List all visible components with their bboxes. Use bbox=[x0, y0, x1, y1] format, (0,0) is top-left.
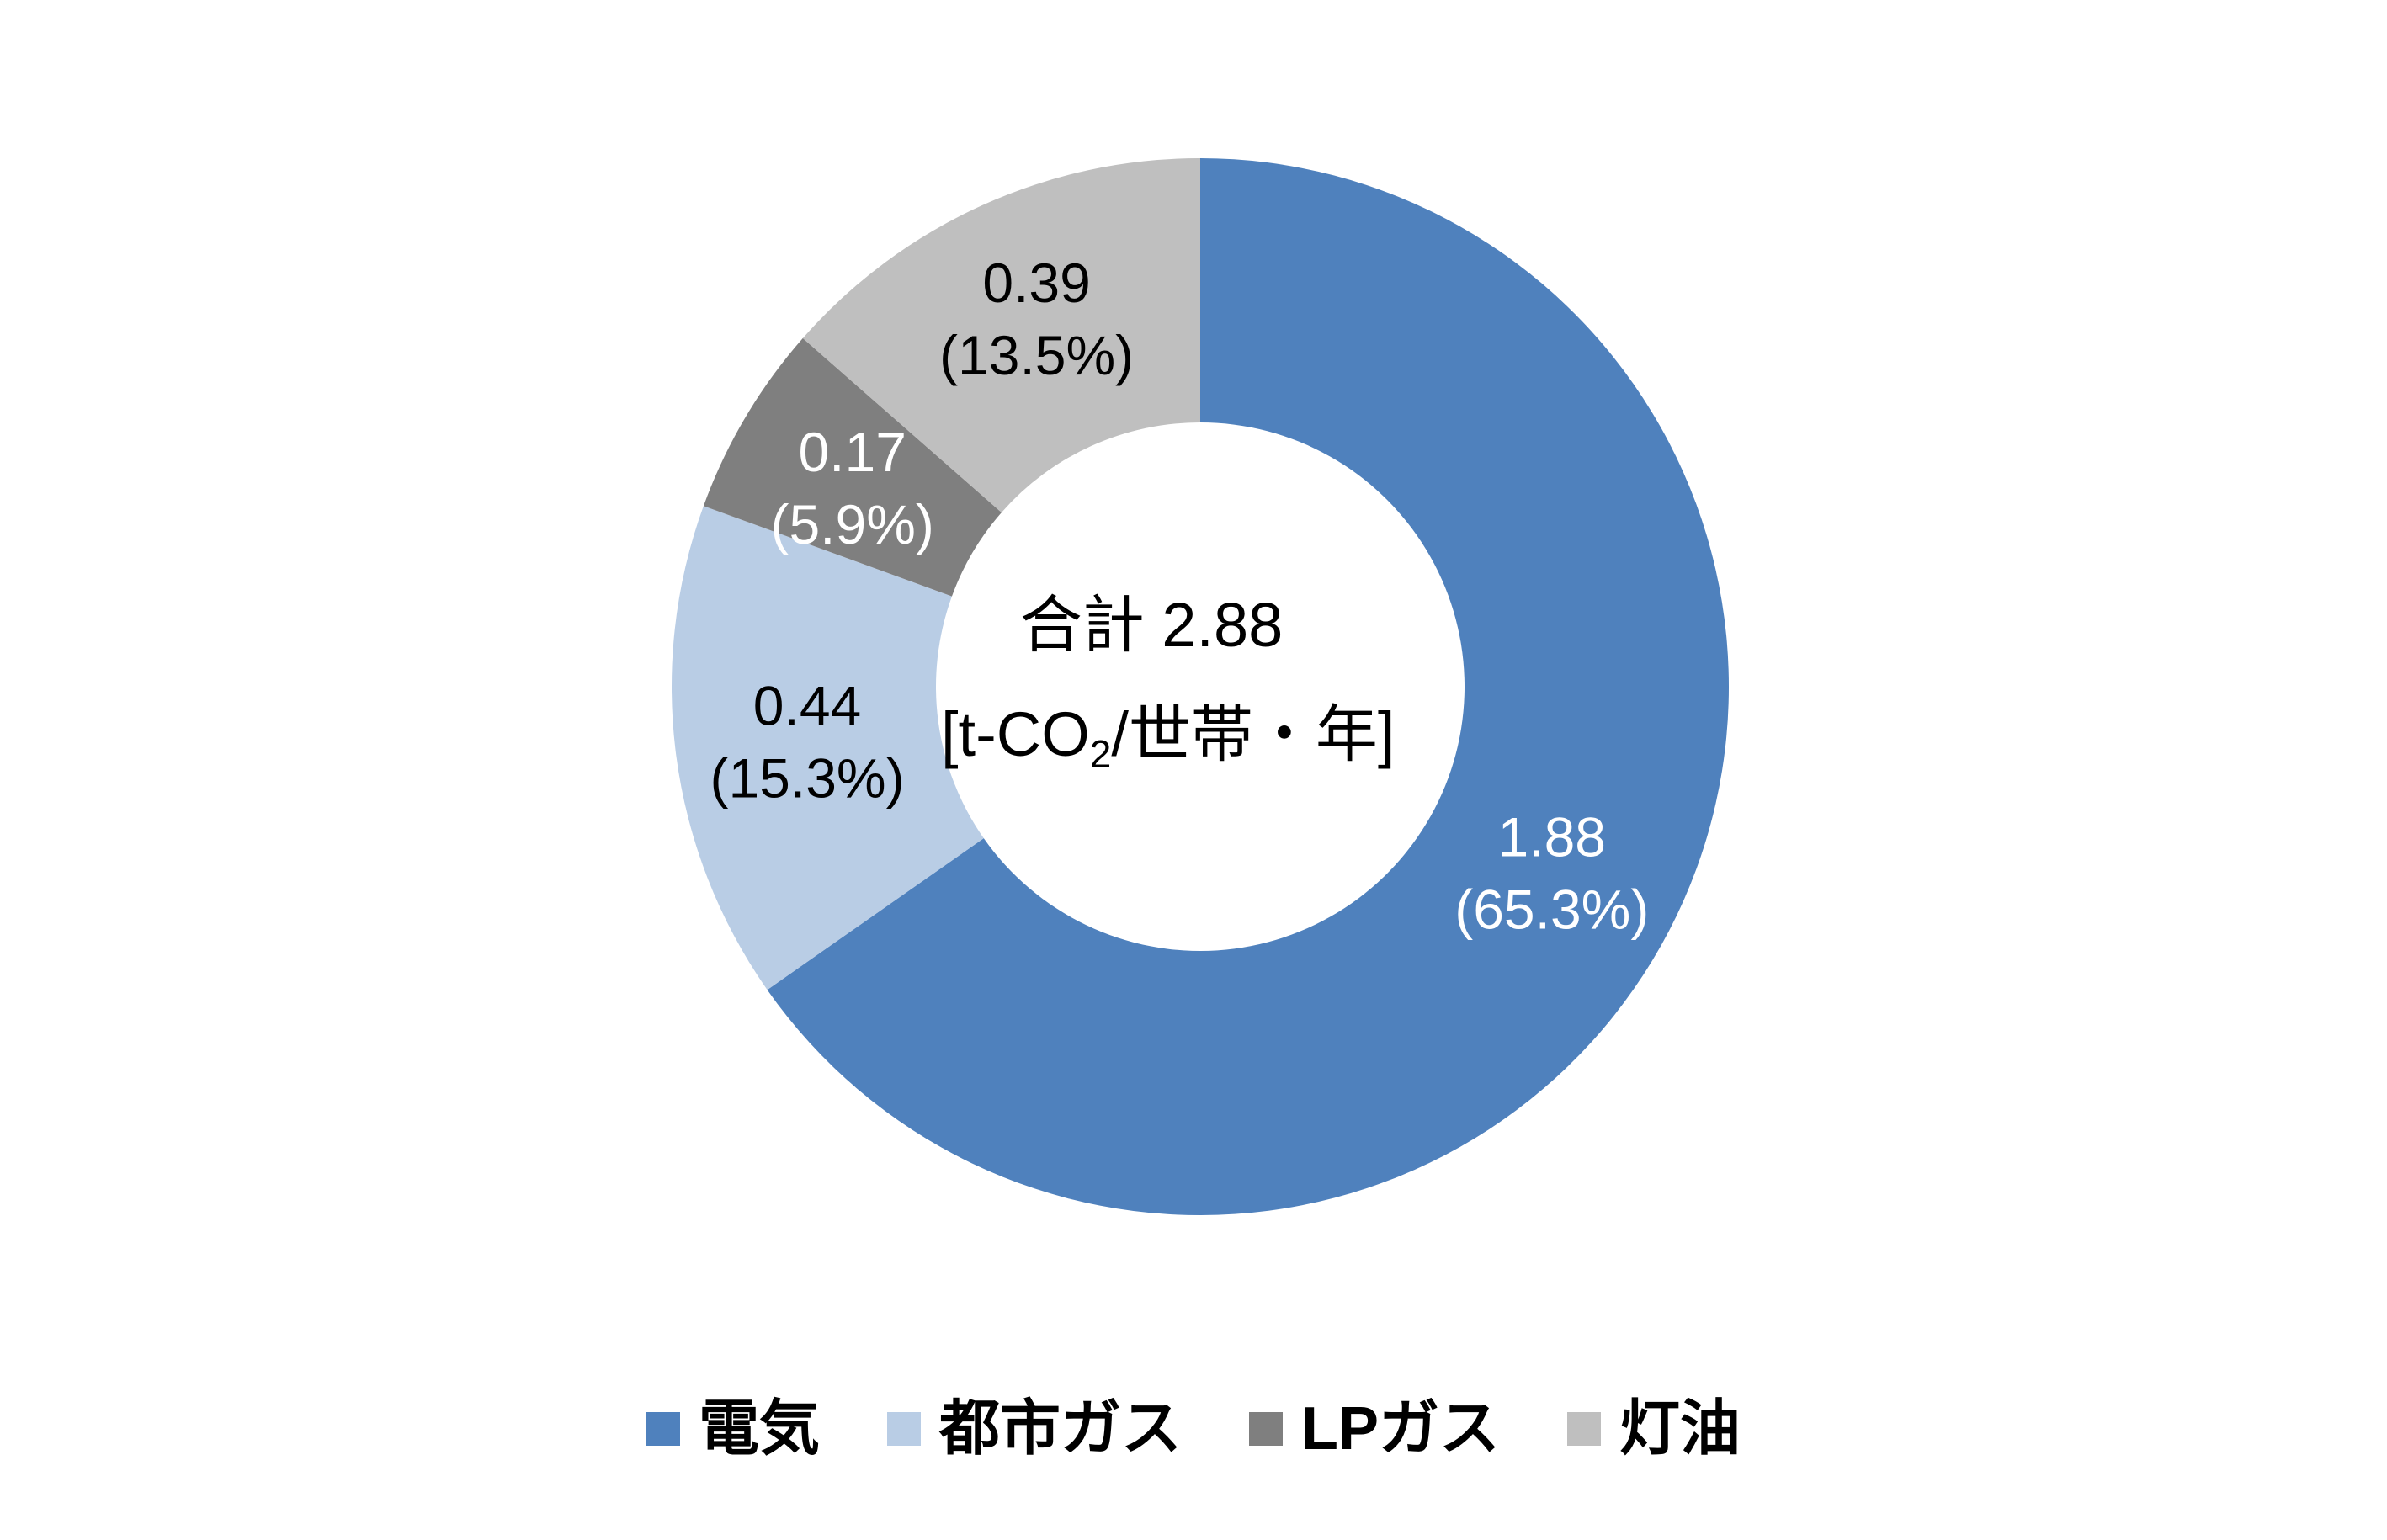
center-unit-suffix: /世帯・年] bbox=[1111, 699, 1396, 769]
center-unit-label: [t-CO2/世帯・年] bbox=[941, 704, 1395, 774]
data-label-percent-city-gas: (15.3%) bbox=[710, 746, 904, 809]
legend-swatch-lp-gas bbox=[1249, 1412, 1283, 1446]
donut-data-labels: 1.88 (65.3%) 0.44 (15.3%) 0.17 (5.9%) 0.39 (13.… bbox=[710, 252, 1649, 941]
legend-swatch-kerosene bbox=[1567, 1412, 1602, 1446]
data-label-percent-kerosene: (13.5%) bbox=[939, 324, 1134, 386]
data-label-value-lp-gas: 0.17 bbox=[798, 421, 906, 483]
center-total-label: 合計 2.88 bbox=[1019, 590, 1284, 660]
chart-legend: 電気 都市ガス LPガス 灯油 bbox=[0, 1399, 2387, 1459]
legend-swatch-electricity bbox=[646, 1412, 680, 1446]
data-label-percent-lp-gas: (5.9%) bbox=[770, 493, 933, 555]
data-label-value-city-gas: 0.44 bbox=[753, 674, 861, 736]
legend-label-electricity: 電気 bbox=[698, 1395, 820, 1463]
center-unit-subscript: 2 bbox=[1089, 732, 1112, 776]
legend-label-kerosene: 灯油 bbox=[1619, 1395, 1741, 1463]
donut-slice-lp-gas bbox=[703, 337, 1002, 597]
legend-label-lp-gas: LPガス bbox=[1301, 1395, 1501, 1463]
legend-item-electricity: 電気 bbox=[646, 1399, 820, 1459]
donut-slice-kerosene bbox=[802, 158, 1200, 512]
legend-item-kerosene: 灯油 bbox=[1567, 1399, 1741, 1459]
data-label-value-electricity: 1.88 bbox=[1498, 805, 1606, 868]
center-unit-prefix: [t-CO bbox=[941, 699, 1090, 769]
donut-slice-electricity bbox=[767, 158, 1729, 1215]
donut-slices bbox=[672, 158, 1729, 1215]
donut-slice-city-gas bbox=[672, 506, 984, 990]
legend-label-city-gas: 都市ガス bbox=[938, 1395, 1182, 1463]
data-label-value-kerosene: 0.39 bbox=[982, 252, 1090, 314]
legend-swatch-city-gas bbox=[886, 1412, 921, 1446]
data-label-percent-electricity: (65.3%) bbox=[1454, 878, 1649, 940]
legend-item-city-gas: 都市ガス bbox=[886, 1395, 1182, 1463]
legend-item-lp-gas: LPガス bbox=[1249, 1399, 1500, 1459]
